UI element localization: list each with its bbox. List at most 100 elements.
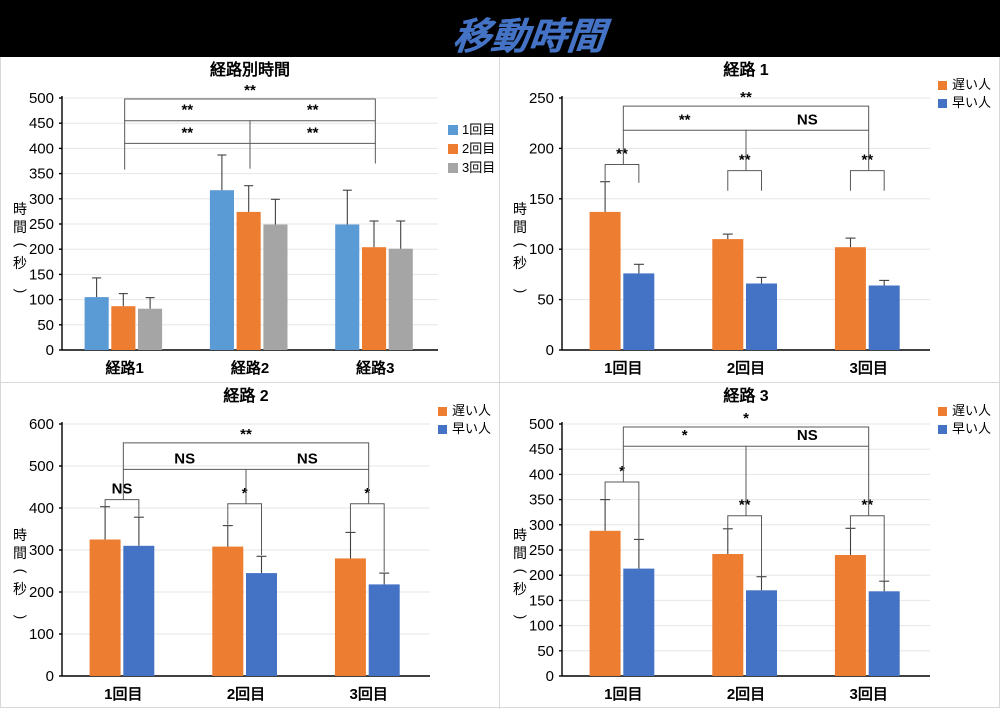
svg-text:400: 400 (29, 140, 54, 157)
svg-text:500: 500 (29, 90, 54, 107)
svg-text:秒: 秒 (13, 581, 27, 597)
svg-text:150: 150 (529, 592, 554, 609)
svg-text:100: 100 (29, 626, 54, 643)
svg-text:**: ** (181, 124, 193, 141)
svg-text:): ) (13, 289, 29, 294)
svg-text:間: 間 (13, 219, 27, 235)
svg-text:): ) (513, 615, 529, 620)
svg-text:100: 100 (529, 241, 554, 258)
svg-text:**: ** (616, 146, 628, 163)
svg-text:**: ** (679, 111, 691, 128)
svg-text:*: * (682, 427, 688, 444)
svg-text:500: 500 (529, 416, 554, 433)
svg-text:300: 300 (29, 542, 54, 559)
svg-text:3回目: 3回目 (350, 686, 388, 703)
svg-text:間: 間 (13, 545, 27, 561)
svg-text:経路別時間: 経路別時間 (210, 60, 290, 79)
svg-text:(: ( (513, 243, 529, 248)
svg-text:1回目: 1回目 (104, 686, 142, 703)
svg-text:早い人: 早い人 (452, 421, 491, 436)
svg-text:*: * (619, 463, 625, 480)
svg-text:200: 200 (529, 140, 554, 157)
svg-text:250: 250 (29, 216, 54, 233)
svg-text:100: 100 (529, 618, 554, 635)
svg-text:時: 時 (513, 527, 527, 543)
svg-text:経路 3: 経路 3 (723, 386, 768, 405)
svg-text:経路2: 経路2 (231, 359, 269, 377)
svg-text:経路1: 経路1 (106, 359, 144, 377)
svg-text:2回目: 2回目 (727, 360, 765, 377)
svg-text:**: ** (740, 89, 752, 106)
svg-text:時: 時 (13, 201, 27, 217)
svg-text:2回目: 2回目 (227, 686, 265, 703)
svg-text:250: 250 (529, 542, 554, 559)
svg-text:**: ** (861, 152, 873, 169)
svg-text:**: ** (739, 497, 751, 514)
svg-text:**: ** (307, 124, 319, 141)
svg-text:250: 250 (529, 90, 554, 107)
svg-text:200: 200 (29, 584, 54, 601)
svg-text:NS: NS (174, 450, 195, 467)
svg-text:200: 200 (29, 241, 54, 258)
svg-text:0: 0 (546, 668, 554, 685)
svg-text:早い人: 早い人 (952, 421, 991, 436)
svg-text:2回目: 2回目 (462, 141, 495, 156)
svg-text:*: * (242, 485, 248, 502)
svg-text:NS: NS (797, 427, 818, 444)
svg-text:3回目: 3回目 (462, 160, 495, 175)
svg-text:NS: NS (112, 481, 133, 498)
svg-text:遅い人: 遅い人 (452, 403, 491, 418)
svg-text:*: * (743, 410, 749, 427)
svg-text:450: 450 (29, 115, 54, 132)
svg-text:経路 1: 経路 1 (723, 60, 768, 79)
svg-text:300: 300 (29, 191, 54, 208)
svg-text:遅い人: 遅い人 (952, 403, 991, 418)
svg-text:**: ** (307, 102, 319, 119)
svg-text:2回目: 2回目 (727, 686, 765, 703)
svg-text:350: 350 (29, 166, 54, 183)
svg-text:600: 600 (29, 416, 54, 433)
svg-text:経路3: 経路3 (356, 359, 394, 377)
svg-text:50: 50 (537, 292, 554, 309)
svg-text:500: 500 (29, 458, 54, 475)
svg-text:**: ** (240, 426, 252, 443)
svg-text:150: 150 (529, 191, 554, 208)
svg-text:時: 時 (13, 527, 27, 543)
svg-text:**: ** (181, 102, 193, 119)
svg-text:**: ** (739, 152, 751, 169)
svg-text:**: ** (244, 82, 256, 99)
svg-text:間: 間 (513, 545, 527, 561)
svg-text:400: 400 (29, 500, 54, 517)
svg-text:秒: 秒 (513, 255, 527, 271)
svg-text:100: 100 (29, 292, 54, 309)
svg-text:NS: NS (297, 450, 318, 467)
svg-text:200: 200 (529, 567, 554, 584)
svg-text:150: 150 (29, 266, 54, 283)
svg-text:450: 450 (529, 441, 554, 458)
svg-text:400: 400 (529, 466, 554, 483)
svg-text:300: 300 (529, 517, 554, 534)
svg-text:秒: 秒 (13, 255, 27, 271)
svg-text:0: 0 (546, 342, 554, 359)
svg-text:時: 時 (513, 201, 527, 217)
svg-text:3回目: 3回目 (850, 360, 888, 377)
svg-text:50: 50 (537, 643, 554, 660)
svg-text:0: 0 (46, 342, 54, 359)
svg-text:(: ( (513, 569, 529, 574)
svg-text:50: 50 (37, 317, 54, 334)
svg-text:(: ( (13, 569, 29, 574)
svg-text:*: * (364, 485, 370, 502)
svg-text:350: 350 (529, 492, 554, 509)
svg-text:経路 2: 経路 2 (223, 386, 268, 405)
svg-text:(: ( (13, 243, 29, 248)
svg-text:間: 間 (513, 219, 527, 235)
svg-text:0: 0 (46, 668, 54, 685)
svg-text:3回目: 3回目 (850, 686, 888, 703)
svg-text:**: ** (861, 497, 873, 514)
svg-text:1回目: 1回目 (604, 686, 642, 703)
svg-text:): ) (13, 615, 29, 620)
svg-text:NS: NS (797, 111, 818, 128)
svg-text:早い人: 早い人 (952, 95, 991, 110)
svg-text:): ) (513, 289, 529, 294)
svg-text:遅い人: 遅い人 (952, 77, 991, 92)
